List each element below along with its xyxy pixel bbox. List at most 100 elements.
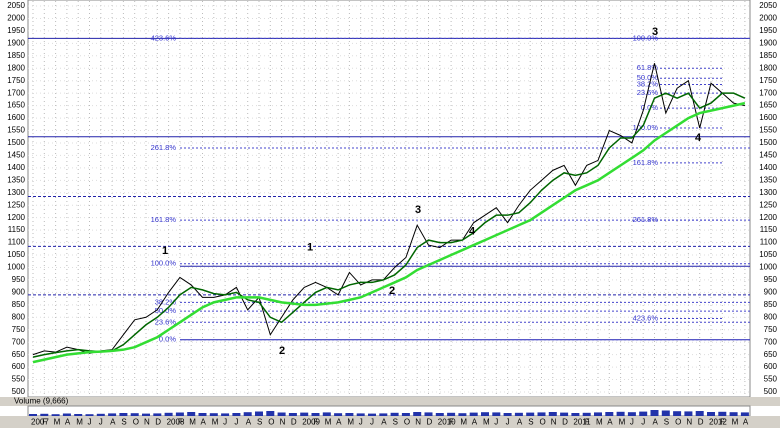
y-tick-label-right: 1650	[759, 101, 777, 110]
volume-bar	[571, 413, 580, 416]
y-tick-label-right: 750	[764, 325, 778, 334]
volume-bar	[311, 413, 320, 416]
fib-label: 261.8%	[633, 215, 659, 224]
volume-header	[0, 397, 780, 406]
volume-bar	[187, 412, 196, 416]
x-tick-label: 2007	[31, 418, 49, 427]
volume-bar	[514, 412, 523, 416]
y-tick-label-right: 850	[764, 300, 778, 309]
volume-bar	[537, 412, 546, 416]
y-tick-label-right: 550	[764, 375, 778, 384]
fib-label: 261.8%	[151, 143, 177, 152]
x-tick-label: N	[551, 418, 557, 427]
x-tick-label: F	[314, 418, 319, 427]
y-tick-label-right: 1550	[759, 126, 777, 135]
volume-bar	[322, 412, 331, 416]
y-tick-label-right: 1950	[759, 26, 777, 35]
fib-label: 38.2%	[637, 79, 659, 88]
volume-bar	[74, 414, 83, 416]
x-tick-label: D	[291, 418, 297, 427]
y-tick-label: 1300	[7, 188, 25, 197]
x-tick-label: J	[234, 418, 238, 427]
volume-bar	[40, 413, 49, 416]
volume-bar	[108, 413, 117, 416]
y-tick-label: 1550	[7, 126, 25, 135]
y-tick-label-right: 1900	[759, 38, 777, 47]
x-tick-label: M	[732, 418, 739, 427]
y-tick-label-right: 1200	[759, 213, 777, 222]
volume-bar	[413, 412, 422, 416]
volume-bar	[503, 413, 512, 416]
x-tick-label: J	[641, 418, 645, 427]
volume-bar	[424, 412, 433, 416]
y-tick-label: 1250	[7, 200, 25, 209]
x-tick-label: N	[144, 418, 150, 427]
x-tick-label: M	[76, 418, 83, 427]
volume-bar	[96, 413, 105, 416]
fib-label: 423.6%	[633, 314, 659, 323]
x-tick-label: D	[698, 418, 704, 427]
x-tick-label: M	[325, 418, 332, 427]
y-tick-label: 1200	[7, 213, 25, 222]
volume-bar	[548, 412, 557, 416]
y-tick-label-right: 600	[764, 362, 778, 371]
y-tick-label-right: 2050	[759, 1, 777, 10]
y-tick-label: 1650	[7, 101, 25, 110]
fib-label: 23.6%	[155, 317, 177, 326]
x-tick-label: S	[393, 418, 398, 427]
y-tick-label: 1600	[7, 113, 25, 122]
x-tick-label: A	[110, 418, 116, 427]
volume-bar	[232, 413, 241, 416]
volume-bar	[673, 411, 682, 416]
volume-bar	[255, 411, 263, 416]
volume-bar	[684, 411, 693, 416]
y-tick-label-right: 1750	[759, 76, 777, 85]
x-tick-label: A	[336, 418, 342, 427]
y-tick-label: 800	[12, 312, 26, 321]
x-tick-label: O	[268, 418, 274, 427]
date-axis	[0, 416, 780, 428]
x-tick-label: A	[743, 418, 749, 427]
volume-bar	[661, 410, 670, 416]
x-tick-label: M	[596, 418, 603, 427]
volume-bar	[266, 411, 275, 416]
volume-bar	[718, 411, 727, 416]
y-tick-label-right: 1250	[759, 200, 777, 209]
x-tick-label: F	[585, 418, 590, 427]
x-tick-label: F	[449, 418, 454, 427]
volume-bar	[119, 413, 128, 416]
x-tick-label: 2011	[573, 418, 591, 427]
volume-bar	[481, 412, 489, 416]
y-tick-label: 1700	[7, 88, 25, 97]
fib-label: 38.2%	[155, 297, 177, 306]
y-tick-label: 550	[12, 375, 26, 384]
y-tick-label-right: 1850	[759, 51, 777, 60]
volume-bar	[650, 410, 659, 416]
y-tick-label: 1150	[8, 225, 26, 234]
x-tick-label: A	[472, 418, 478, 427]
x-tick-label: O	[675, 418, 681, 427]
volume-title: Volume (9,666)	[14, 397, 69, 406]
volume-bar	[447, 412, 456, 416]
x-tick-label: D	[155, 418, 161, 427]
y-tick-label-right: 1350	[759, 175, 777, 184]
x-tick-label: N	[415, 418, 421, 427]
y-tick-label-right: 1800	[759, 63, 777, 72]
volume-bar	[492, 412, 501, 416]
wave-label: 2	[389, 285, 395, 297]
y-tick-label-right: 1500	[759, 138, 777, 147]
volume-bar	[85, 414, 94, 416]
volume-bar	[288, 413, 297, 416]
volume-bar	[356, 413, 365, 416]
fib-label: 61.8%	[637, 63, 659, 72]
x-tick-label: 2012	[709, 418, 727, 427]
fib-label: 50.0%	[637, 73, 659, 82]
volume-bar	[368, 413, 376, 416]
x-tick-label: A	[381, 418, 387, 427]
x-tick-label: J	[359, 418, 363, 427]
x-tick-label: J	[223, 418, 227, 427]
y-tick-label-right: 1400	[759, 163, 777, 172]
wave-label: 3	[415, 204, 421, 216]
y-tick-label: 1050	[7, 250, 25, 259]
